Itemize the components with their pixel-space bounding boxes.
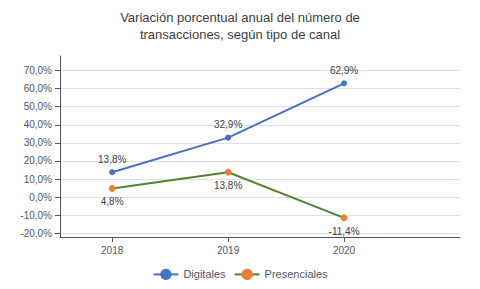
svg-text:13,8%: 13,8% — [98, 154, 126, 165]
svg-text:Digitales: Digitales — [183, 268, 226, 280]
svg-text:transacciones, según tipo de c: transacciones, según tipo de canal — [140, 27, 340, 42]
svg-text:Variación porcentual anual del: Variación porcentual anual del número de — [120, 10, 360, 25]
svg-text:20,0%: 20,0% — [24, 155, 52, 166]
svg-text:13,8%: 13,8% — [214, 180, 242, 191]
svg-text:-11,4%: -11,4% — [329, 226, 360, 237]
svg-text:-20,0%: -20,0% — [20, 228, 52, 239]
svg-text:60,0%: 60,0% — [24, 83, 52, 94]
svg-text:30,0%: 30,0% — [24, 137, 52, 148]
svg-text:70,0%: 70,0% — [24, 65, 52, 76]
svg-text:Presenciales: Presenciales — [265, 268, 328, 280]
svg-text:32,9%: 32,9% — [214, 119, 242, 130]
svg-text:40,0%: 40,0% — [24, 119, 52, 130]
svg-text:-10,0%: -10,0% — [20, 210, 52, 221]
svg-text:50,0%: 50,0% — [24, 101, 52, 112]
svg-text:2019: 2019 — [217, 245, 240, 256]
svg-text:62,9%: 62,9% — [330, 65, 358, 76]
svg-text:2020: 2020 — [333, 245, 356, 256]
svg-text:4,8%: 4,8% — [101, 196, 124, 207]
svg-text:10,0%: 10,0% — [24, 174, 52, 185]
svg-text:0,0%: 0,0% — [29, 192, 52, 203]
svg-text:2018: 2018 — [101, 245, 124, 256]
